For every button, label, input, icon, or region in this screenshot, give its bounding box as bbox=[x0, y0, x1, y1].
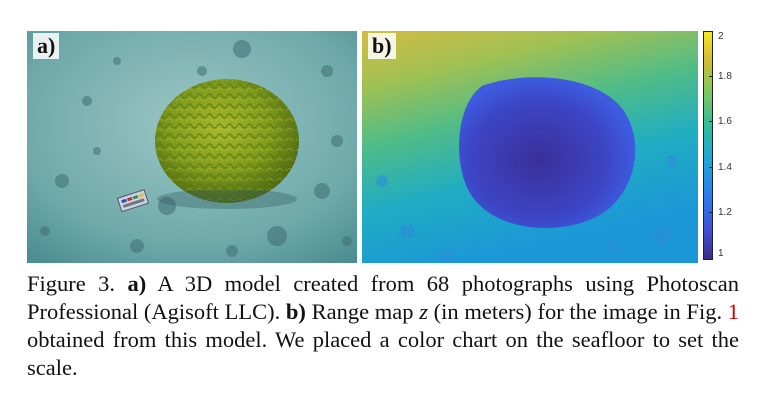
colorbar-tick-label: 1.2 bbox=[718, 207, 732, 218]
caption-b-text: Range map bbox=[305, 299, 420, 324]
colorbar-tick-label: 1.6 bbox=[718, 116, 732, 127]
figure-caption: Figure 3. a) A 3D model created from 68 … bbox=[27, 270, 739, 382]
caption-a-text: A 3D model created from 68 photographs u… bbox=[27, 271, 739, 324]
caption-b-text-2: (in meters) for the image in Fig. bbox=[427, 299, 728, 324]
figure-reference-link[interactable]: 1 bbox=[727, 299, 740, 324]
colorbar-tick bbox=[709, 167, 713, 168]
panel-b-label: b) bbox=[368, 33, 396, 59]
caption-a-marker: a) bbox=[127, 271, 147, 296]
colorbar-tick-label: 1 bbox=[718, 248, 724, 259]
caption-lead: Figure 3. bbox=[27, 271, 128, 296]
colorbar-tick bbox=[709, 121, 713, 122]
range-map-illustration bbox=[362, 31, 698, 263]
colorbar-tick bbox=[709, 76, 713, 77]
colorbar-tick bbox=[709, 212, 713, 213]
panel-b-range-map: b) bbox=[362, 31, 698, 263]
colorbar bbox=[703, 31, 713, 260]
coral-photo-illustration bbox=[27, 31, 357, 263]
colorbar-tick-label: 2 bbox=[718, 31, 724, 42]
colorbar-tick-label: 1.4 bbox=[718, 162, 732, 173]
panel-a-photo: a) bbox=[27, 31, 357, 263]
panel-a-label: a) bbox=[33, 33, 60, 59]
caption-variable-z: z bbox=[419, 299, 428, 324]
colorbar-tick-label: 1.8 bbox=[718, 71, 732, 82]
caption-b-marker: b) bbox=[285, 299, 306, 324]
caption-b-text-3: obtained from this model. We placed a co… bbox=[27, 327, 739, 380]
